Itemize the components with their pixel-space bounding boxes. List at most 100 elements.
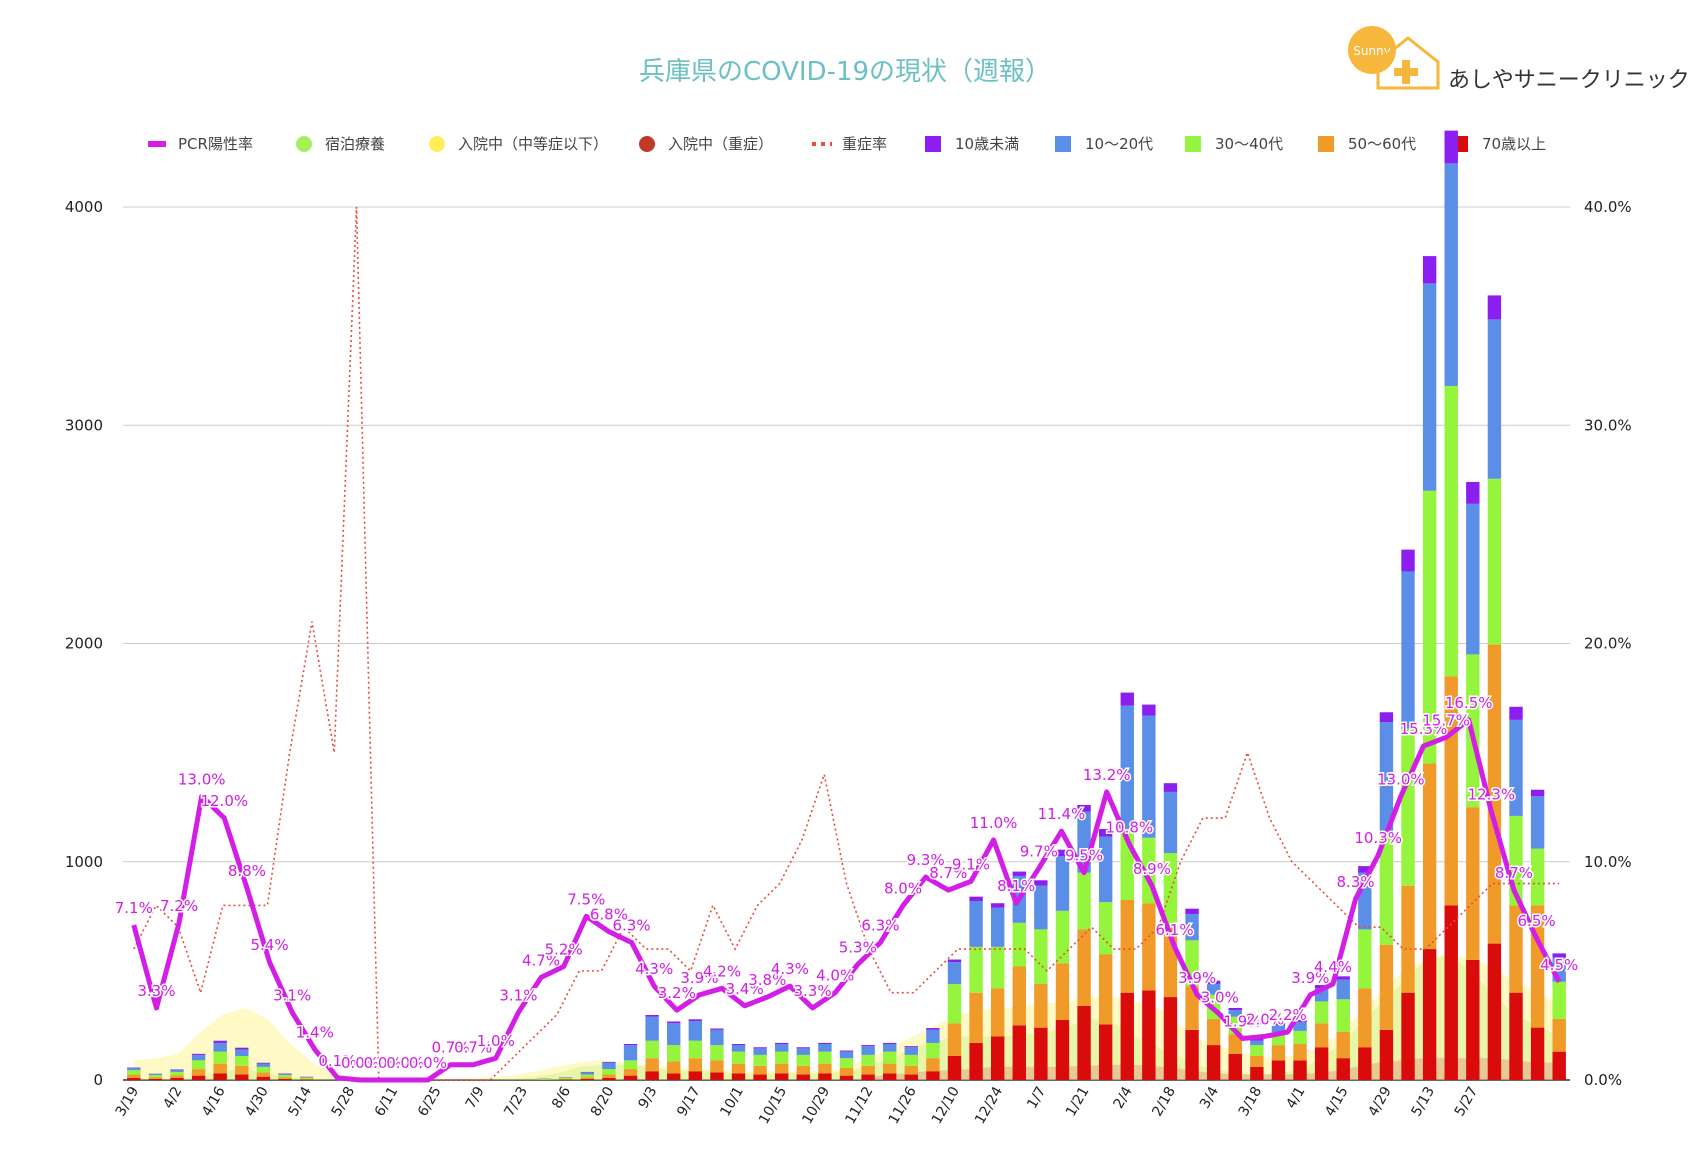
bar-segment	[1530, 789, 1545, 797]
legend-label: 重症率	[842, 135, 887, 153]
bar-segment	[191, 1053, 206, 1055]
bar-segment	[710, 1029, 724, 1046]
bar-segment	[1055, 856, 1070, 911]
pcr-rate-label: 4.4%	[1314, 958, 1352, 976]
pcr-rate-label: 13.0%	[1377, 770, 1425, 788]
pcr-rate-label: 4.0%	[816, 967, 854, 985]
pcr-rate-label: 3.3%	[794, 982, 832, 1000]
x-tick-label: 6/11	[372, 1084, 402, 1119]
bar-segment	[1466, 959, 1480, 1080]
bar-segment	[1552, 981, 1566, 1019]
bar-segment	[645, 1040, 659, 1059]
bar-segment	[1142, 715, 1156, 838]
x-tick-label: 7/9	[463, 1084, 488, 1112]
pcr-rate-label: 0.0%	[364, 1054, 402, 1072]
bar-segment	[1422, 763, 1437, 950]
bar-segment	[1379, 837, 1394, 945]
pcr-rate-label: 4.3%	[771, 960, 809, 978]
pcr-rate-label: 0.0%	[386, 1054, 424, 1072]
bar-segment	[969, 901, 983, 947]
x-tick-label: 4/15	[1322, 1084, 1352, 1119]
bar-segment	[731, 1051, 746, 1064]
bar-segment	[256, 1062, 271, 1064]
legend-label: 10〜20代	[1085, 135, 1153, 153]
bar-segment	[1098, 902, 1113, 955]
rate-labels: 7.1% 3.3% 7.2% 13.0% 12.0% 8.8% 5.4% 3.1% 1.4% 0.…	[113, 692, 1580, 1073]
pcr-rate-label: 2.0%	[1246, 1010, 1284, 1028]
bar-segment	[839, 1067, 854, 1076]
bar-segment	[710, 1072, 724, 1080]
bar-segment	[299, 1077, 314, 1079]
bar-segment	[580, 1072, 595, 1075]
x-tick-label: 11/26	[886, 1084, 920, 1127]
bar-segment	[1530, 848, 1545, 906]
x-tick-label: 12/10	[929, 1084, 963, 1127]
bar-segment	[645, 1058, 659, 1072]
pcr-rate-label: 6.8%	[590, 906, 628, 924]
pcr-rate-label: 9.7%	[1020, 842, 1058, 860]
bar-segment	[278, 1073, 292, 1075]
bar-segment	[623, 1043, 638, 1046]
bar-segment	[1271, 1045, 1286, 1061]
pcr-rate-label: 0.1%	[318, 1052, 356, 1070]
bar-segment	[256, 1066, 271, 1073]
bar-segment	[1163, 783, 1178, 792]
bar-segment	[904, 1047, 918, 1055]
bar-segment	[256, 1063, 271, 1067]
bar-segment	[990, 903, 1005, 908]
x-tick-label: 8/20	[588, 1084, 618, 1119]
legend-dot-swatch	[296, 136, 312, 152]
bar-segment	[148, 1077, 163, 1079]
bar-segment	[1185, 1029, 1199, 1080]
bar-segment	[1142, 704, 1156, 716]
bar-segment	[1034, 880, 1048, 886]
bar-segment	[1422, 256, 1437, 284]
bar-segment	[796, 1047, 811, 1049]
bar-segment	[213, 1040, 227, 1043]
bar-segment	[213, 1063, 227, 1074]
bar-segment	[904, 1065, 918, 1075]
y-right-tick-label: 20.0%	[1584, 635, 1632, 653]
y-left-tick-label: 1000	[65, 853, 103, 871]
bar-segment	[1401, 992, 1415, 1080]
pcr-rate-label: 9.3%	[907, 851, 945, 869]
bar-segment	[645, 1014, 659, 1017]
bar-segment	[1552, 1018, 1566, 1052]
bar-segment	[926, 1028, 940, 1030]
x-tick-label: 2/4	[1111, 1084, 1136, 1112]
pcr-rate-label: 9.5%	[1065, 847, 1103, 865]
bar-segment	[775, 1063, 789, 1074]
bar-segment	[731, 1045, 746, 1052]
bar-segment	[1444, 385, 1458, 677]
x-tick-label: 3/4	[1197, 1084, 1222, 1112]
bar-segment	[818, 1043, 832, 1052]
pcr-positive-rate-line	[131, 717, 1562, 1083]
y-left-tick-label: 4000	[65, 198, 103, 216]
pcr-rate-label: 15.7%	[1422, 711, 1470, 729]
bar-segment	[1401, 549, 1415, 572]
bar-segment	[1034, 983, 1048, 1028]
bar-segment	[818, 1063, 832, 1074]
bar-segment	[1487, 943, 1502, 1080]
bar-segment	[1379, 712, 1394, 723]
bar-segment	[688, 1019, 703, 1022]
bar-segment	[1250, 1040, 1264, 1046]
bar-segment	[1228, 1010, 1242, 1017]
bar-segment	[602, 1061, 616, 1063]
y-right-tick-label: 40.0%	[1584, 198, 1632, 216]
bar-segment	[1358, 988, 1372, 1048]
pcr-rate-label: 3.4%	[726, 980, 764, 998]
pcr-rate-label: 9.1%	[952, 855, 990, 873]
bar-segment	[1185, 908, 1199, 915]
bar-segment	[1314, 1047, 1329, 1080]
legend-label: 宿泊療養	[325, 135, 385, 153]
pcr-rate-label: 4.7%	[522, 951, 560, 969]
bar-segment	[1098, 954, 1113, 1025]
bar-segment	[861, 1065, 875, 1075]
bar-segment	[731, 1063, 746, 1074]
bar-segment	[775, 1043, 789, 1052]
area-hotel	[133, 953, 1560, 1080]
bar-segment	[775, 1051, 789, 1064]
bar-segment	[1358, 866, 1372, 873]
bar-segment	[1055, 1019, 1070, 1080]
